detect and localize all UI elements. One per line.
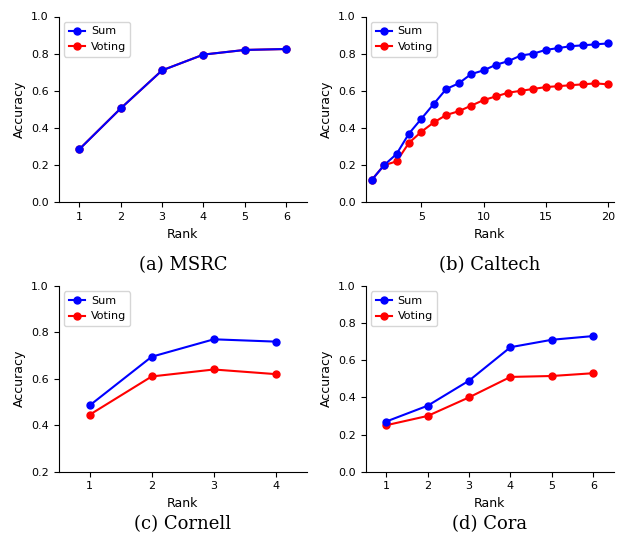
Voting	[148, 373, 156, 379]
Voting	[505, 90, 512, 96]
Voting	[465, 394, 473, 400]
Sum	[430, 101, 438, 107]
Voting	[529, 86, 537, 92]
Voting	[75, 146, 83, 153]
Voting	[210, 366, 217, 373]
Voting	[507, 374, 514, 380]
Sum	[148, 354, 156, 360]
Line: Sum: Sum	[86, 336, 279, 409]
Sum	[480, 67, 487, 73]
Sum	[117, 105, 124, 111]
Voting	[405, 139, 413, 146]
Y-axis label: Accuracy: Accuracy	[13, 350, 26, 407]
Voting	[555, 83, 562, 90]
Voting	[200, 51, 207, 58]
Voting	[566, 82, 574, 88]
Sum	[548, 337, 556, 343]
Voting	[368, 177, 376, 183]
Voting	[492, 93, 500, 100]
Sum	[592, 41, 599, 48]
Voting	[86, 412, 94, 418]
Sum	[455, 80, 462, 87]
Sum	[272, 338, 279, 345]
Voting	[272, 371, 279, 377]
Legend: Sum, Voting: Sum, Voting	[371, 292, 438, 326]
Sum	[465, 377, 473, 384]
Legend: Sum, Voting: Sum, Voting	[64, 22, 131, 56]
Voting	[467, 102, 475, 109]
Voting	[117, 105, 124, 111]
Sum	[392, 151, 400, 157]
Line: Voting: Voting	[86, 366, 279, 418]
Text: (b) Caltech: (b) Caltech	[439, 256, 541, 274]
Sum	[467, 71, 475, 77]
Voting	[158, 67, 166, 73]
Sum	[418, 115, 425, 122]
X-axis label: Rank: Rank	[167, 497, 198, 510]
Voting	[517, 87, 524, 94]
Text: (a) MSRC: (a) MSRC	[139, 256, 227, 274]
Voting	[430, 119, 438, 125]
Sum	[382, 418, 390, 425]
Sum	[200, 51, 207, 58]
Voting	[480, 97, 487, 103]
Line: Voting: Voting	[368, 80, 611, 183]
Sum	[405, 130, 413, 137]
Sum	[566, 43, 574, 49]
Y-axis label: Accuracy: Accuracy	[13, 81, 26, 138]
Sum	[368, 177, 376, 183]
Voting	[418, 129, 425, 135]
Sum	[86, 403, 94, 409]
Voting	[382, 422, 390, 428]
X-axis label: Rank: Rank	[167, 228, 198, 241]
Voting	[381, 162, 388, 168]
Sum	[381, 162, 388, 168]
Voting	[241, 47, 249, 53]
Sum	[492, 62, 500, 68]
Sum	[158, 67, 166, 73]
Legend: Sum, Voting: Sum, Voting	[371, 22, 438, 56]
Voting	[424, 413, 431, 419]
Sum	[590, 333, 597, 339]
Text: (c) Cornell: (c) Cornell	[134, 515, 231, 533]
Sum	[555, 45, 562, 51]
Y-axis label: Accuracy: Accuracy	[320, 81, 332, 138]
Voting	[592, 80, 599, 87]
Sum	[517, 53, 524, 59]
Sum	[529, 50, 537, 57]
Voting	[392, 158, 400, 165]
Sum	[542, 47, 550, 53]
Sum	[241, 47, 249, 53]
Legend: Sum, Voting: Sum, Voting	[64, 292, 131, 326]
Line: Sum: Sum	[76, 46, 290, 153]
Y-axis label: Accuracy: Accuracy	[320, 350, 332, 407]
Sum	[210, 336, 217, 343]
Voting	[542, 84, 550, 90]
Sum	[579, 42, 587, 49]
Sum	[507, 344, 514, 351]
Sum	[604, 40, 612, 47]
Sum	[443, 86, 450, 92]
Sum	[75, 146, 83, 153]
Voting	[590, 370, 597, 376]
Sum	[283, 46, 290, 52]
Voting	[455, 108, 462, 115]
Voting	[548, 373, 556, 379]
Voting	[604, 81, 612, 87]
Line: Voting: Voting	[76, 46, 290, 153]
X-axis label: Rank: Rank	[474, 228, 506, 241]
Voting	[443, 111, 450, 118]
Sum	[505, 58, 512, 64]
Line: Sum: Sum	[368, 40, 611, 183]
Line: Voting: Voting	[382, 370, 597, 429]
Line: Sum: Sum	[382, 332, 597, 425]
Sum	[424, 403, 431, 409]
X-axis label: Rank: Rank	[474, 497, 506, 510]
Voting	[579, 81, 587, 87]
Voting	[283, 46, 290, 52]
Text: (d) Cora: (d) Cora	[452, 515, 528, 533]
